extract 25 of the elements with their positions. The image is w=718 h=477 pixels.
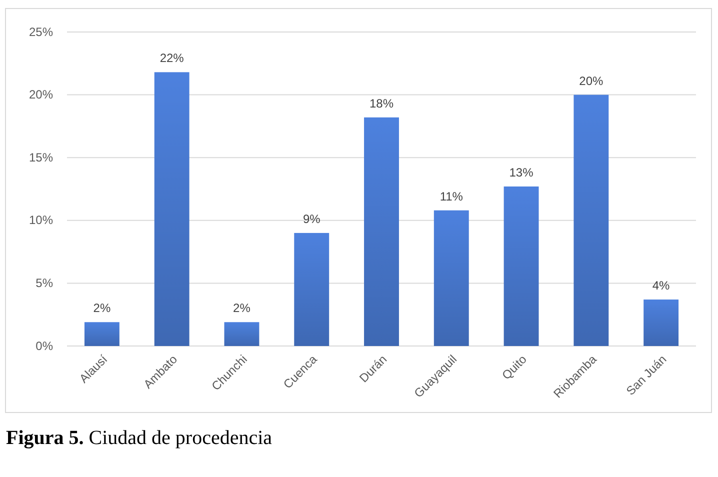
bar bbox=[574, 94, 609, 346]
data-label: 13% bbox=[509, 165, 534, 180]
data-label: 18% bbox=[369, 96, 394, 110]
y-tick-label: 20% bbox=[28, 88, 54, 102]
data-label: 2% bbox=[93, 301, 111, 316]
data-label: 11% bbox=[440, 189, 464, 204]
bar bbox=[364, 117, 399, 346]
bar bbox=[294, 232, 330, 346]
data-label: 2% bbox=[233, 301, 251, 316]
bar bbox=[504, 186, 539, 346]
y-tick-label: 15% bbox=[28, 150, 54, 164]
bar bbox=[154, 72, 190, 346]
y-tick-label: 0% bbox=[36, 338, 54, 353]
y-tick-label: 5% bbox=[36, 276, 54, 290]
y-tick-label: 25% bbox=[28, 24, 54, 39]
data-label: 20% bbox=[579, 74, 604, 88]
bar bbox=[84, 322, 120, 346]
y-tick-label: 10% bbox=[28, 213, 54, 228]
bar bbox=[434, 210, 469, 346]
bar bbox=[224, 322, 260, 346]
data-label: 22% bbox=[160, 51, 184, 66]
data-label: 4% bbox=[652, 278, 670, 293]
text: Figura 5. Ciudad de procedencia bbox=[6, 427, 272, 449]
data-label: 9% bbox=[302, 212, 321, 226]
bar bbox=[644, 300, 679, 346]
